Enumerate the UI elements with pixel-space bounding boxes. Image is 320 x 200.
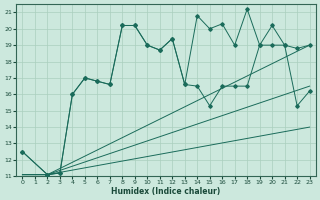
X-axis label: Humidex (Indice chaleur): Humidex (Indice chaleur) [111, 187, 221, 196]
